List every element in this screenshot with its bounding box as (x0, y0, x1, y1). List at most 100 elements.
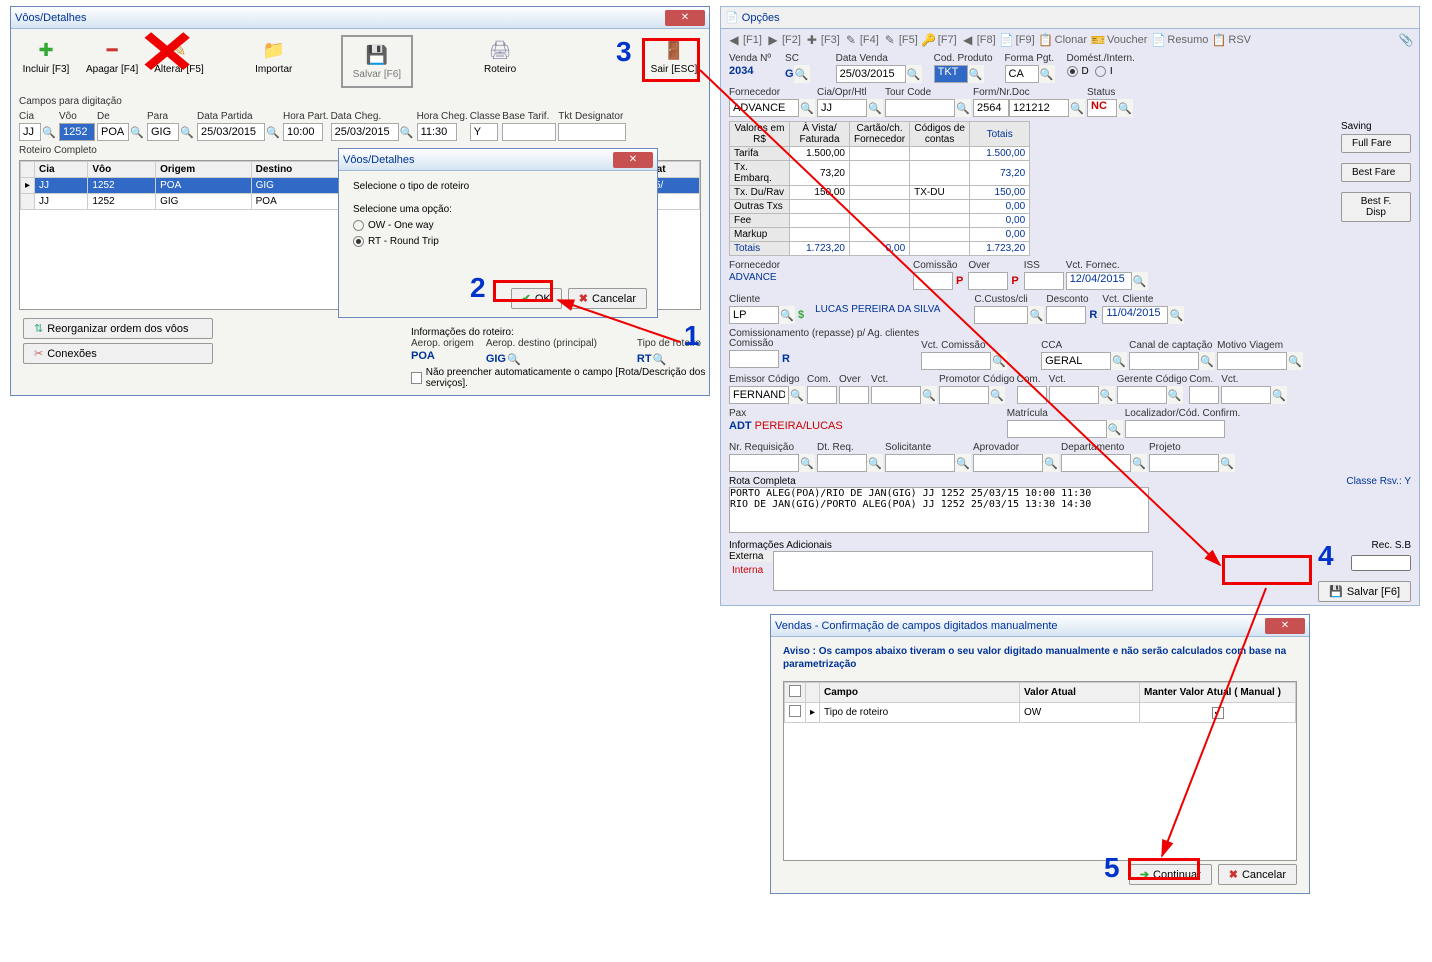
dataven-input[interactable] (836, 65, 906, 83)
iss-input[interactable] (1024, 272, 1064, 290)
cancelar-button[interactable]: ✖Cancelar (568, 288, 647, 309)
fullfare-button[interactable]: Full Fare (1341, 134, 1411, 153)
f7-button[interactable]: 🔑[F7] (922, 33, 957, 47)
search-icon[interactable]: 🔍 (1069, 99, 1085, 117)
dept-input[interactable] (1061, 454, 1131, 472)
over-input[interactable] (968, 272, 1008, 290)
proj-input[interactable] (1149, 454, 1219, 472)
incluir-button[interactable]: ✚Incluir [F3] (19, 35, 73, 78)
i-radio[interactable] (1095, 66, 1106, 77)
ciah-input[interactable] (817, 99, 867, 117)
search-icon[interactable]: 🔍 (968, 65, 984, 83)
canal-input[interactable] (1129, 352, 1199, 370)
search-icon[interactable]: 🔍 (129, 123, 145, 141)
search-icon[interactable]: 🔍 (991, 352, 1007, 370)
roteiro-button[interactable]: 🖨Roteiro (473, 35, 527, 78)
voo-input[interactable] (59, 123, 95, 141)
formnr2-input[interactable] (1009, 99, 1069, 117)
comissao-input[interactable] (913, 272, 953, 290)
cliente-input[interactable] (729, 306, 779, 324)
search-icon[interactable]: 🔍 (265, 123, 281, 141)
f2-button[interactable]: ▶[F2] (766, 33, 801, 47)
close-icon[interactable]: ✕ (1265, 618, 1305, 634)
search-icon[interactable]: 🔍 (794, 65, 810, 83)
search-icon[interactable]: 🔍 (652, 350, 668, 368)
info-textarea[interactable] (773, 551, 1153, 591)
search-icon[interactable]: 🔍 (867, 99, 883, 117)
vct2-input[interactable] (1049, 386, 1099, 404)
para-input[interactable] (147, 123, 179, 141)
search-icon[interactable]: 🔍 (1132, 272, 1148, 290)
resumo-button[interactable]: 📄Resumo (1151, 33, 1208, 47)
aprov-input[interactable] (973, 454, 1043, 472)
formapgt-input[interactable] (1005, 65, 1039, 83)
search-icon[interactable]: 🔍 (799, 99, 815, 117)
search-icon[interactable]: 🔍 (955, 99, 971, 117)
f9-button[interactable]: 📄[F9] (1000, 33, 1035, 47)
search-icon[interactable]: 🔍 (179, 123, 195, 141)
search-icon[interactable]: 🔍 (41, 123, 57, 141)
f5-button[interactable]: ✎[F5] (883, 33, 918, 47)
loc-input[interactable] (1125, 420, 1225, 438)
row-checkbox[interactable] (789, 705, 801, 717)
solic-input[interactable] (885, 454, 955, 472)
close-icon[interactable]: ✕ (665, 10, 705, 26)
search-icon[interactable]: 🔍 (506, 350, 522, 368)
nao-preencher-checkbox[interactable] (411, 372, 422, 384)
tour-input[interactable] (885, 99, 955, 117)
prom-input[interactable] (939, 386, 989, 404)
over2-input[interactable] (839, 386, 869, 404)
clip-icon[interactable]: 📎 (1399, 33, 1413, 47)
search-icon[interactable]: 🔍 (1111, 352, 1127, 370)
apagar-button[interactable]: ━Apagar [F4] (83, 35, 141, 78)
rsv-button[interactable]: 📋RSV (1212, 33, 1251, 47)
clonar-button[interactable]: 📋Clonar (1039, 33, 1087, 47)
nreq-input[interactable] (729, 454, 799, 472)
vct3-input[interactable] (1221, 386, 1271, 404)
continuar-button[interactable]: ➔Continuar (1129, 864, 1212, 885)
com2-input[interactable] (1017, 386, 1047, 404)
f3-button[interactable]: ✚[F3] (805, 33, 840, 47)
base-input[interactable] (502, 123, 556, 141)
search-icon[interactable]: 🔍 (779, 306, 795, 324)
desc-input[interactable] (1046, 306, 1086, 324)
cancelar-button[interactable]: ✖Cancelar (1218, 864, 1297, 885)
search-icon[interactable]: 🔍 (1028, 306, 1044, 324)
classe-input[interactable] (470, 123, 498, 141)
dtreq-input[interactable] (817, 454, 867, 472)
interna-tab[interactable]: Interna (729, 562, 773, 579)
ok-button[interactable]: ✔OK (511, 288, 562, 309)
conexoes-button[interactable]: ✂Conexões (23, 343, 213, 364)
manter-checkbox[interactable]: ✓ (1212, 707, 1224, 719)
recsb-input[interactable] (1351, 555, 1411, 571)
search-icon[interactable]: 🔍 (1199, 352, 1215, 370)
importar-button[interactable]: 📁Importar (247, 35, 301, 78)
f1-button[interactable]: ◀[F1] (727, 33, 762, 47)
formnr1-input[interactable] (973, 99, 1009, 117)
com3-input[interactable] (1189, 386, 1219, 404)
motivo-input[interactable] (1217, 352, 1287, 370)
bestfare-button[interactable]: Best Fare (1341, 163, 1411, 182)
bestfdisp-button[interactable]: Best F. Disp (1341, 192, 1411, 222)
vct-input[interactable] (871, 386, 921, 404)
search-icon[interactable]: 🔍 (906, 65, 922, 83)
tkt-input[interactable] (558, 123, 626, 141)
d-radio[interactable] (1067, 66, 1078, 77)
datac-input[interactable] (331, 123, 399, 141)
ger-input[interactable] (1117, 386, 1167, 404)
mat-input[interactable] (1007, 420, 1107, 438)
search-icon[interactable]: 🔍 (399, 123, 415, 141)
datap-input[interactable] (197, 123, 265, 141)
salvar-f6-button[interactable]: 💾Salvar [F6] (1318, 581, 1411, 602)
search-icon[interactable]: 🔍 (1117, 99, 1133, 117)
ccustos-input[interactable] (974, 306, 1028, 324)
search-icon[interactable]: 🔍 (1168, 306, 1184, 324)
rt-radio[interactable] (353, 236, 364, 247)
ow-radio[interactable] (353, 220, 364, 231)
voucher-button[interactable]: 🎫Voucher (1091, 33, 1147, 47)
cca-input[interactable] (1041, 352, 1111, 370)
close-icon[interactable]: ✕ (613, 152, 653, 168)
rota-textarea[interactable] (729, 487, 1149, 533)
comrep-input[interactable] (729, 350, 779, 368)
f8-button[interactable]: ◀[F8] (961, 33, 996, 47)
